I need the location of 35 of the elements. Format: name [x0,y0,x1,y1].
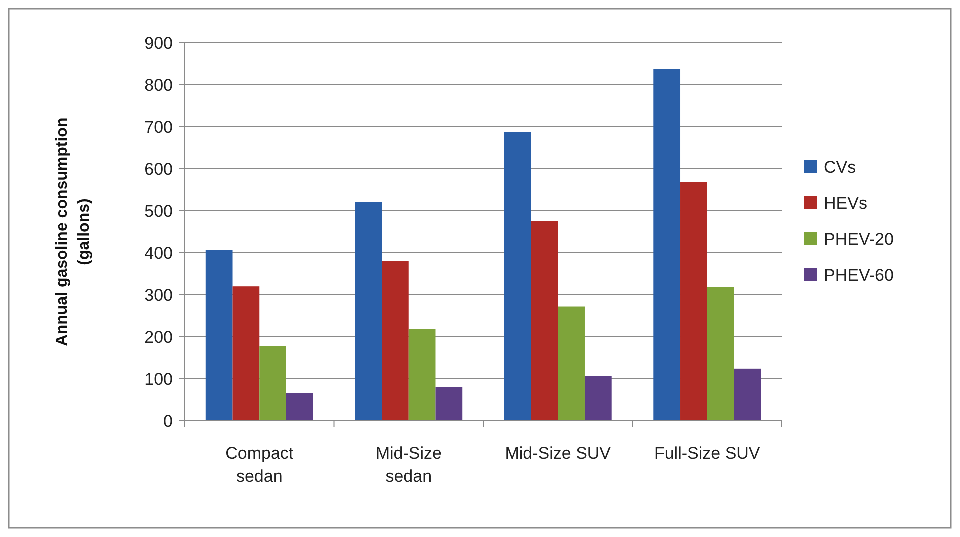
y-tick-label: 500 [144,202,173,221]
y-tick-label: 400 [144,244,173,263]
legend-label: PHEV-20 [824,230,894,249]
bar [504,132,532,421]
bar [707,287,734,421]
y-tick-label: 600 [144,160,173,179]
legend-label: CVs [824,158,856,177]
y-tick-label: 200 [144,328,173,347]
y-tick-label: 300 [144,286,173,305]
bar [232,286,260,421]
legend-label: HEVs [824,194,868,213]
bar [531,222,558,421]
y-tick-label: 800 [144,76,173,95]
bar [680,182,708,421]
bar [382,261,409,421]
bar [286,393,314,421]
x-tick-label: Full-Size SUV [654,444,761,463]
y-tick-label: 700 [144,118,173,137]
bar [206,250,233,421]
legend-label: PHEV-60 [824,266,894,285]
bar [408,329,436,421]
bar [734,368,762,421]
x-tick-label: Mid-Size sedan [376,444,442,486]
bar [558,306,585,421]
bar [654,69,681,421]
y-tick-label: 100 [144,370,173,389]
y-tick-label: 0 [164,412,173,431]
bar [436,387,463,421]
y-tick-label: 900 [144,34,173,53]
bar [584,376,612,421]
bar [355,202,382,421]
x-tick-label: Compact sedan [226,444,294,486]
bar [260,346,286,421]
x-tick-label: Mid-Size SUV [505,444,612,463]
y-axis-title: Annual gasoline consumption (gallons) [54,118,93,346]
